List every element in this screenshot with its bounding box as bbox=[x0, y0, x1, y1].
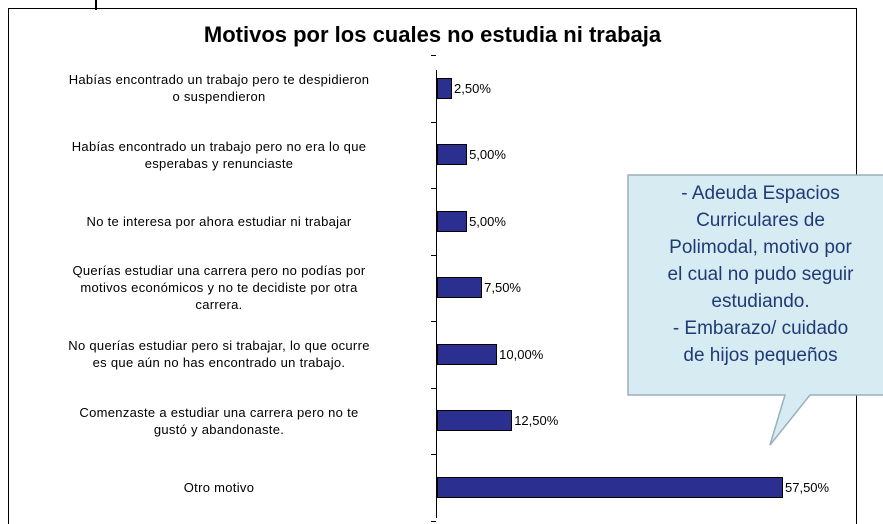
category-label: No te interesa por ahora estudiar ni tra… bbox=[86, 213, 352, 229]
category-label: Habías encontrado un trabajo pero te des… bbox=[68, 72, 370, 105]
value-label: 57,50% bbox=[785, 479, 830, 495]
value-label: 10,00% bbox=[499, 346, 544, 362]
value-label: 2,50% bbox=[454, 80, 491, 96]
category-label: Habías encontrado un trabajo pero no era… bbox=[71, 138, 367, 171]
callout-text: - Adeuda Espacios Curriculares de Polimo… bbox=[667, 183, 854, 366]
value-label: 7,50% bbox=[484, 280, 521, 296]
bar bbox=[437, 77, 453, 99]
axis-tick bbox=[431, 387, 436, 389]
axis-tick bbox=[431, 254, 436, 256]
axis-tick bbox=[431, 188, 436, 189]
edge-mark bbox=[95, 0, 97, 10]
value-label: 12,50% bbox=[514, 413, 559, 429]
bar bbox=[437, 476, 783, 498]
axis-tick bbox=[431, 321, 436, 322]
chart-title: Motivos por los cuales no estudia ni tra… bbox=[203, 22, 662, 47]
category-label: Otro motivo bbox=[183, 479, 255, 495]
axis-tick bbox=[431, 121, 436, 123]
bar bbox=[437, 277, 483, 299]
category-axis bbox=[436, 70, 437, 518]
bar bbox=[437, 210, 468, 232]
axis-tick bbox=[431, 454, 436, 455]
axis-tick bbox=[431, 520, 436, 522]
category-label: No querías estudiar pero si trabajar, lo… bbox=[68, 338, 370, 371]
bar bbox=[437, 410, 513, 432]
bar bbox=[437, 144, 468, 166]
value-label: 5,00% bbox=[469, 213, 506, 229]
category-label: Querías estudiar una carrera pero no pod… bbox=[72, 263, 366, 313]
category-label: Comenzaste a estudiar una carrera pero n… bbox=[79, 404, 359, 437]
axis-tick bbox=[431, 55, 436, 56]
bar bbox=[437, 343, 498, 365]
callout-bubble bbox=[627, 174, 883, 446]
value-label: 5,00% bbox=[469, 147, 506, 163]
